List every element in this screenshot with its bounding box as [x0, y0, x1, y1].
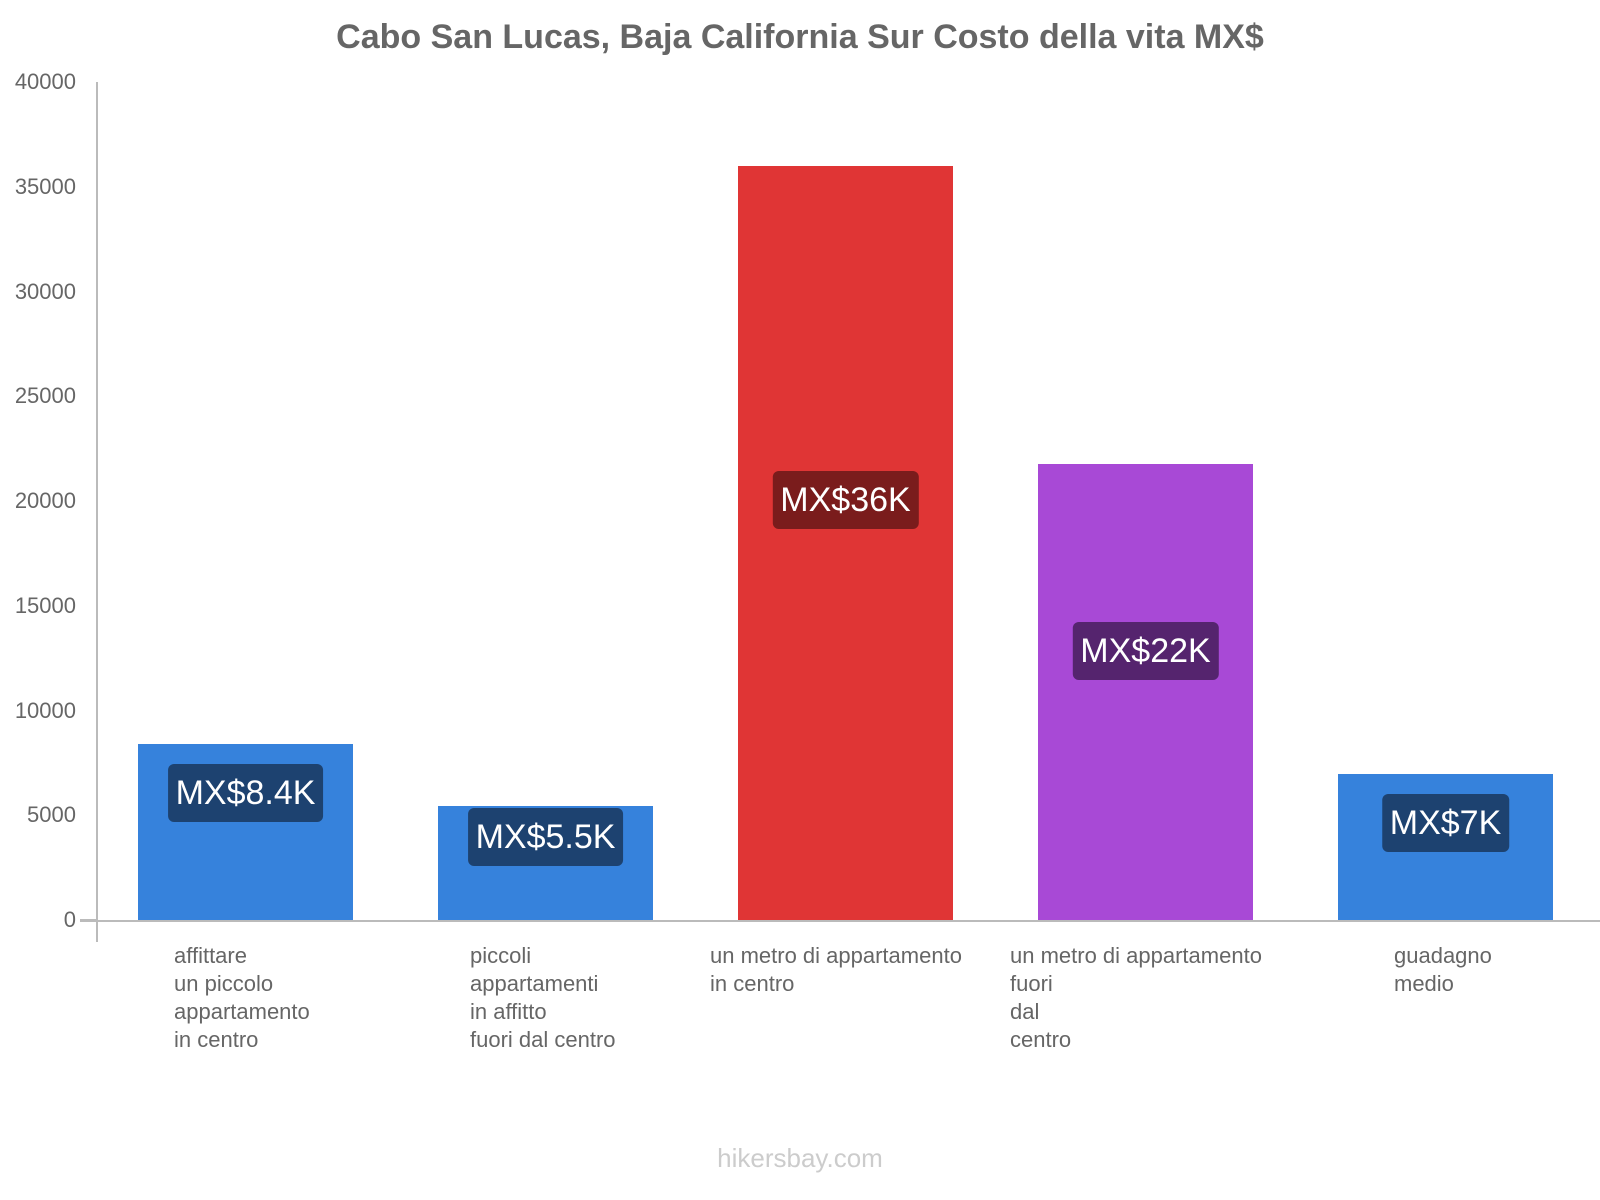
- y-tick-label: 40000: [14, 69, 76, 94]
- bar-value-label: MX$8.4K: [167, 764, 324, 823]
- x-axis: [80, 920, 1600, 922]
- y-tick-label: 30000: [14, 278, 76, 304]
- y-tick-label: 25000: [14, 383, 76, 409]
- bar-value-label: MX$7K: [1381, 794, 1510, 853]
- x-category-label: un metro di appartamento fuori dal centr…: [1010, 943, 1262, 1052]
- x-category-label: guadagno medio: [1394, 943, 1492, 996]
- bar[interactable]: [1038, 464, 1253, 920]
- y-tick-mark: [80, 919, 96, 921]
- y-tick-label: 10000: [14, 697, 76, 723]
- y-tick-label: 15000: [14, 592, 76, 618]
- bar-value-label: MX$36K: [772, 471, 919, 529]
- bar-value-label: MX$22K: [1072, 621, 1219, 680]
- x-category-label: piccoli appartamenti in affitto fuori da…: [470, 943, 616, 1052]
- y-tick-label: 5000: [27, 802, 76, 828]
- y-tick-label: 35000: [14, 173, 76, 199]
- y-tick-label: 0: [63, 907, 76, 932]
- bar-value-label: MX$5.5K: [467, 807, 624, 866]
- watermark: hikersbay.com: [717, 1143, 883, 1173]
- bar[interactable]: [738, 165, 953, 920]
- y-tick-label: 20000: [14, 488, 76, 513]
- x-category-label: affittare un piccolo appartamento in cen…: [174, 943, 310, 1052]
- chart-title: Cabo San Lucas, Baja California Sur Cost…: [336, 18, 1264, 56]
- x-category-label: un metro di appartamento in centro: [710, 943, 962, 996]
- y-axis: [96, 82, 98, 942]
